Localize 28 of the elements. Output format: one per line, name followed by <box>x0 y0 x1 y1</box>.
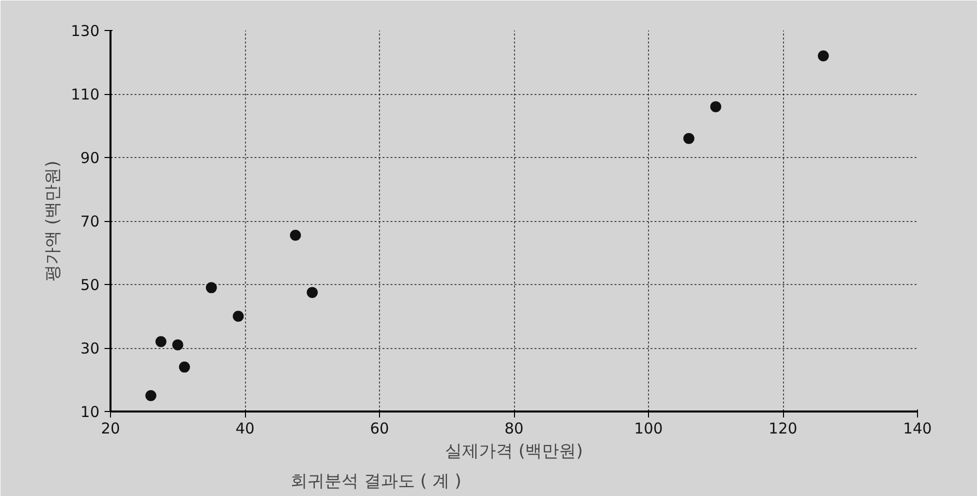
x-tick-label: 20 <box>100 420 120 438</box>
point <box>206 282 217 294</box>
y-tick-label: 50 <box>80 276 100 294</box>
x-axis-title: 실제가격 (백만원) <box>445 442 583 462</box>
point <box>178 362 190 373</box>
x-tick-label: 120 <box>768 420 798 438</box>
point <box>818 50 829 62</box>
point <box>683 132 694 144</box>
x-tick-label: 140 <box>903 420 932 438</box>
y-tick-label: 130 <box>70 22 100 40</box>
y-tick-label: 110 <box>70 86 100 104</box>
point <box>290 230 301 241</box>
point <box>710 101 722 112</box>
x-tick-label: 80 <box>504 420 524 438</box>
point <box>155 336 166 348</box>
x-tick-label: 60 <box>370 420 390 438</box>
y-tick-label: 30 <box>80 340 100 358</box>
point <box>172 339 184 350</box>
x-tick-label: 40 <box>235 420 255 438</box>
y-tick-label: 90 <box>80 149 100 167</box>
point <box>232 310 244 322</box>
y-axis-title: 평가액 (백만원) <box>42 160 63 282</box>
point <box>306 286 318 298</box>
point <box>145 390 156 402</box>
x-tick-label: 100 <box>634 420 663 438</box>
text: 회귀분석 결과도 ( 계 ) <box>290 472 462 492</box>
y-tick-label: 70 <box>80 212 100 230</box>
y-tick-label: 10 <box>80 403 100 421</box>
